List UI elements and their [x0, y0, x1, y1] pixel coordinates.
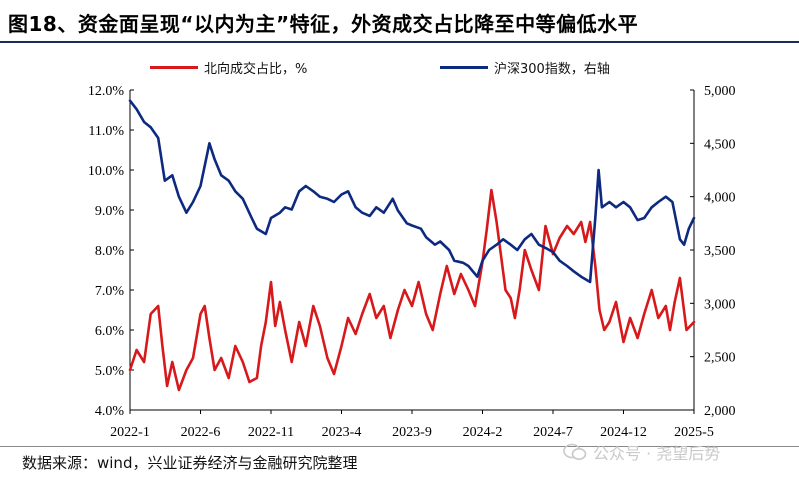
legend-label-north: 北向成交占比，%	[204, 62, 308, 77]
right-tick-label: 2,500	[704, 351, 736, 366]
wechat-icon	[563, 443, 587, 460]
footer-rule	[0, 446, 799, 447]
watermark-text: 公众号 · 尧望后势	[593, 444, 721, 463]
chart-title: 图18、资金面呈现“以内为主”特征，外资成交占比降至中等偏低水平	[8, 12, 639, 36]
left-tick-label: 8.0%	[95, 244, 125, 259]
right-tick-label: 3,500	[704, 244, 736, 259]
legend: 北向成交占比，% 沪深300指数，右轴	[0, 58, 799, 78]
legend-item-hs300: 沪深300指数，右轴	[440, 58, 610, 77]
x-tick-label: 2022-6	[181, 425, 221, 440]
left-tick-label: 11.0%	[88, 124, 124, 139]
right-tick-label: 5,000	[704, 84, 736, 99]
x-tick-label: 2025-5	[674, 425, 714, 440]
left-tick-label: 9.0%	[95, 204, 125, 219]
watermark: 公众号 · 尧望后势	[563, 440, 720, 464]
x-tick-label: 2024-12	[600, 425, 647, 440]
legend-item-north: 北向成交占比，%	[150, 58, 307, 77]
title-rule	[0, 41, 799, 43]
x-tick-label: 2023-4	[322, 425, 362, 440]
left-tick-label: 10.0%	[88, 164, 125, 179]
right-tick-label: 4,000	[704, 191, 736, 206]
series-line-north	[128, 188, 696, 392]
x-tick-label: 2022-11	[248, 425, 294, 440]
right-tick-label: 3,000	[704, 297, 736, 312]
legend-label-hs300: 沪深300指数，右轴	[494, 62, 610, 77]
left-tick-label: 5.0%	[95, 364, 125, 379]
x-tick-label: 2024-7	[533, 425, 573, 440]
left-tick-label: 4.0%	[95, 404, 125, 419]
x-tick-label: 2022-1	[110, 425, 150, 440]
right-tick-label: 2,000	[704, 404, 736, 419]
legend-swatch-north	[150, 66, 198, 69]
title-bar: 图18、资金面呈现“以内为主”特征，外资成交占比降至中等偏低水平	[0, 0, 799, 44]
source-note: 数据来源：wind，兴业证券经济与金融研究院整理	[22, 454, 358, 472]
x-tick-label: 2023-9	[392, 425, 432, 440]
left-tick-label: 12.0%	[88, 84, 125, 99]
series-line-hs300	[128, 99, 696, 284]
legend-swatch-hs300	[440, 66, 488, 69]
left-tick-label: 7.0%	[95, 284, 125, 299]
left-tick-label: 6.0%	[95, 324, 125, 339]
x-tick-label: 2024-2	[463, 425, 503, 440]
right-tick-label: 4,500	[704, 137, 736, 152]
